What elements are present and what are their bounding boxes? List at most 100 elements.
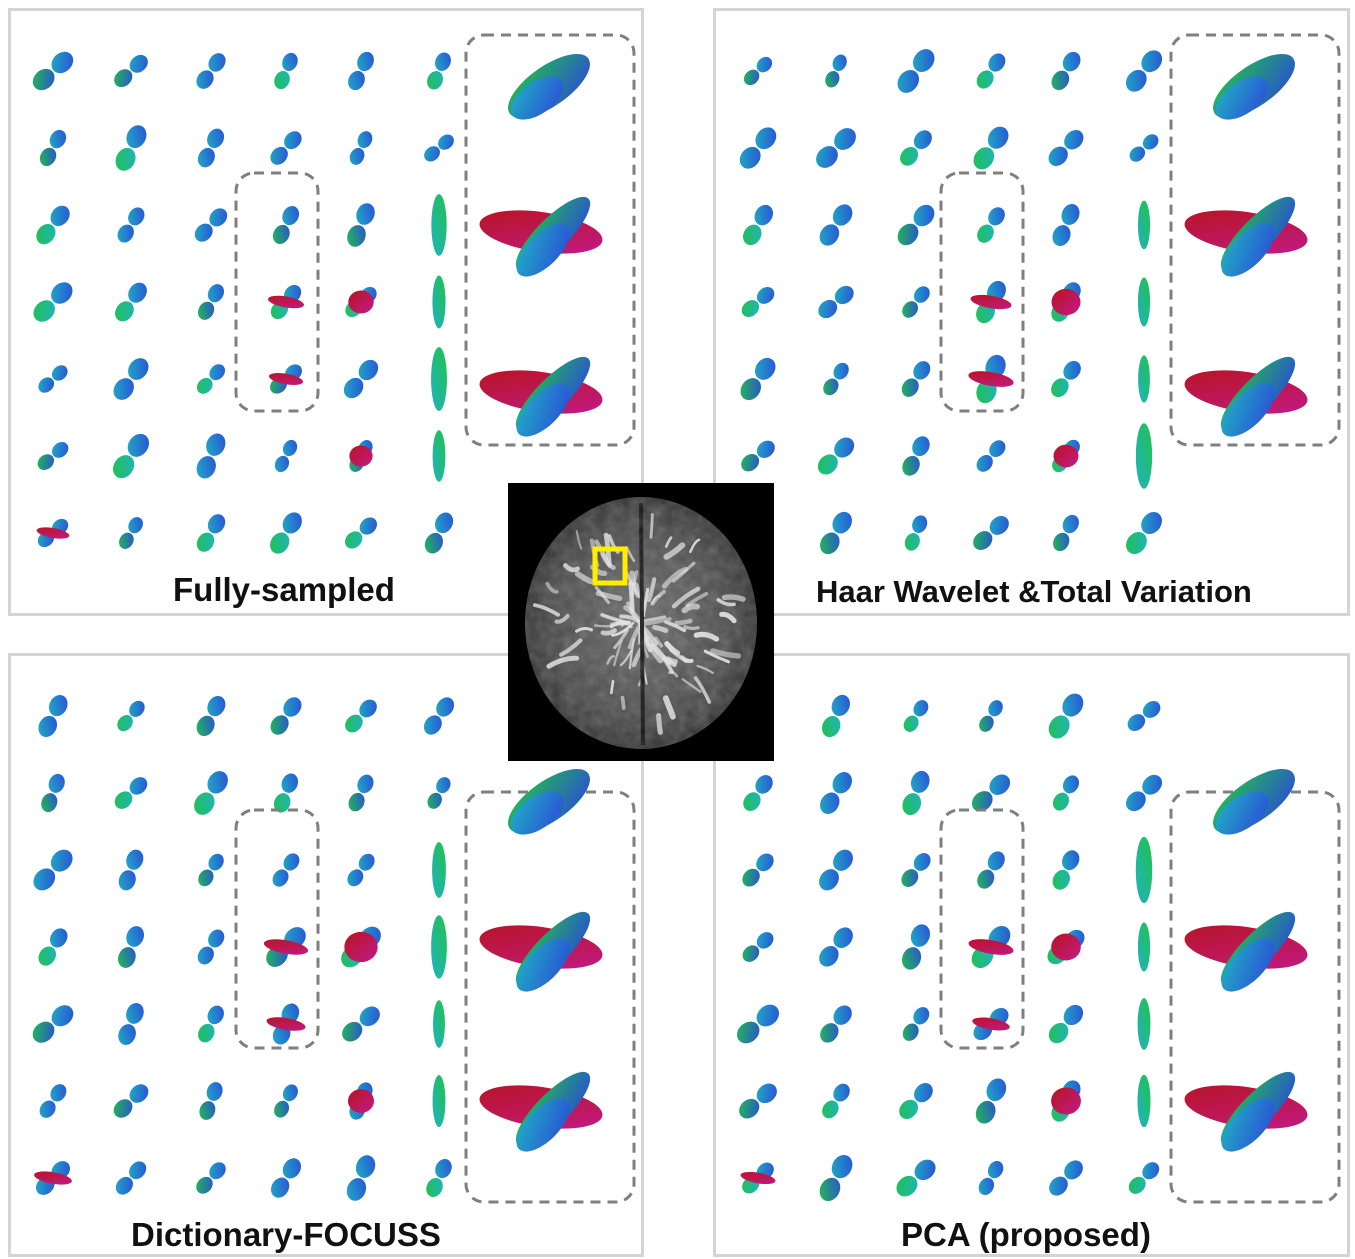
odf-glyph xyxy=(348,51,374,91)
zoomed-odf-glyph xyxy=(479,911,603,992)
odf-glyph xyxy=(114,54,148,88)
odf-glyph xyxy=(1052,203,1080,247)
zoomed-odf-glyph xyxy=(1213,53,1295,120)
odf-glyph xyxy=(341,926,381,968)
odf-glyph xyxy=(1137,998,1151,1050)
odf-glyph xyxy=(821,694,851,738)
zoomed-odf-glyph xyxy=(1184,356,1308,437)
odf-glyph xyxy=(900,130,932,166)
odf-glyph xyxy=(899,1083,933,1119)
odf-glyph xyxy=(743,56,773,86)
odf-glyph xyxy=(115,1161,147,1195)
odf-glyph xyxy=(1137,277,1151,327)
odf-glyph xyxy=(1135,423,1153,489)
odf-glyph xyxy=(270,512,302,554)
zoom-region-box xyxy=(939,808,1025,1050)
odf-glyph xyxy=(897,49,935,93)
odf-glyph xyxy=(117,700,145,732)
odf-glyph xyxy=(39,129,67,167)
odf-glyph xyxy=(897,204,935,246)
odf-glyph xyxy=(1052,850,1080,890)
odf-glyph xyxy=(36,518,70,548)
odf-glyph xyxy=(902,286,930,318)
odf-glyph xyxy=(819,204,853,246)
odf-glyph xyxy=(1049,1160,1083,1196)
odf-glyph xyxy=(1125,774,1163,812)
odf-glyph xyxy=(1137,922,1151,972)
odf-glyph xyxy=(901,853,931,887)
zoomed-odf-glyph xyxy=(479,1071,603,1152)
odf-glyph xyxy=(432,430,446,482)
zoom-region-box xyxy=(1169,790,1341,1204)
odf-glyph xyxy=(117,207,145,243)
odf-glyph xyxy=(970,280,1012,324)
odf-glyph xyxy=(1052,775,1080,811)
odf-glyph xyxy=(118,1003,144,1045)
odf-glyph xyxy=(976,440,1006,472)
odf-glyph xyxy=(37,441,69,471)
odf-glyph xyxy=(194,208,228,242)
odf-glyph xyxy=(1137,200,1151,250)
odf-glyph xyxy=(272,853,300,887)
odf-glyph xyxy=(270,697,302,735)
zoom-region-box xyxy=(234,808,320,1050)
odf-glyph xyxy=(426,1159,452,1197)
odf-glyph xyxy=(349,131,373,165)
odf-glyph xyxy=(348,774,374,812)
odf-glyph xyxy=(1048,129,1084,167)
odf-glyph xyxy=(38,695,68,737)
odf-glyph-grid xyxy=(32,33,636,554)
brain-slice-thumbnail xyxy=(508,483,774,761)
odf-glyph xyxy=(270,1158,302,1198)
odf-glyph xyxy=(741,287,775,317)
odf-glyph xyxy=(267,284,305,320)
odf-glyph xyxy=(263,927,309,967)
odf-glyph xyxy=(1125,50,1163,92)
odf-glyph xyxy=(194,771,228,815)
odf-glyph xyxy=(41,773,65,813)
odf-glyph xyxy=(197,128,225,168)
odf-glyph xyxy=(32,51,74,91)
zoomed-odf-glyph xyxy=(479,356,603,437)
odf-glyph xyxy=(1138,355,1150,403)
odf-glyph xyxy=(1048,1004,1084,1044)
odf-glyph xyxy=(268,364,304,394)
roi-box xyxy=(592,546,628,586)
odf-glyph xyxy=(977,207,1005,243)
odf-glyph xyxy=(196,695,226,737)
odf-glyph xyxy=(197,284,225,320)
zoomed-odf-glyph xyxy=(479,196,603,277)
odf-glyph xyxy=(431,915,447,979)
zoom-region-box xyxy=(464,790,636,1204)
odf-glyph xyxy=(432,842,446,898)
odf-glyph xyxy=(198,1005,224,1043)
odf-glyph xyxy=(739,1083,777,1119)
odf-glyph xyxy=(431,194,447,256)
odf-glyph xyxy=(976,53,1006,89)
odf-glyph xyxy=(823,362,849,396)
odf-glyph xyxy=(741,440,775,472)
odf-glyph xyxy=(114,777,148,809)
odf-glyph-grid xyxy=(32,695,636,1204)
odf-glyph xyxy=(1047,929,1085,965)
odf-glyph xyxy=(903,700,929,732)
odf-glyph xyxy=(740,1162,776,1194)
zoomed-odf-glyph xyxy=(508,53,590,120)
odf-glyph xyxy=(1051,1080,1081,1122)
zoom-region-box xyxy=(939,171,1025,413)
odf-glyph xyxy=(902,1007,930,1041)
odf-glyph xyxy=(1127,701,1161,731)
odf-glyph xyxy=(343,359,379,399)
zoomed-odf-glyph xyxy=(1184,911,1308,992)
odf-glyph xyxy=(270,131,302,165)
odf-glyph xyxy=(971,774,1011,812)
odf-glyph xyxy=(272,205,300,245)
odf-glyph xyxy=(118,926,144,968)
odf-glyph xyxy=(346,1155,376,1201)
odf-glyph xyxy=(977,851,1005,889)
odf-glyph xyxy=(901,924,931,970)
odf-glyph xyxy=(196,364,226,394)
odf-glyph xyxy=(113,1084,149,1118)
odf-glyph xyxy=(739,127,777,169)
odf-glyph xyxy=(740,357,776,401)
